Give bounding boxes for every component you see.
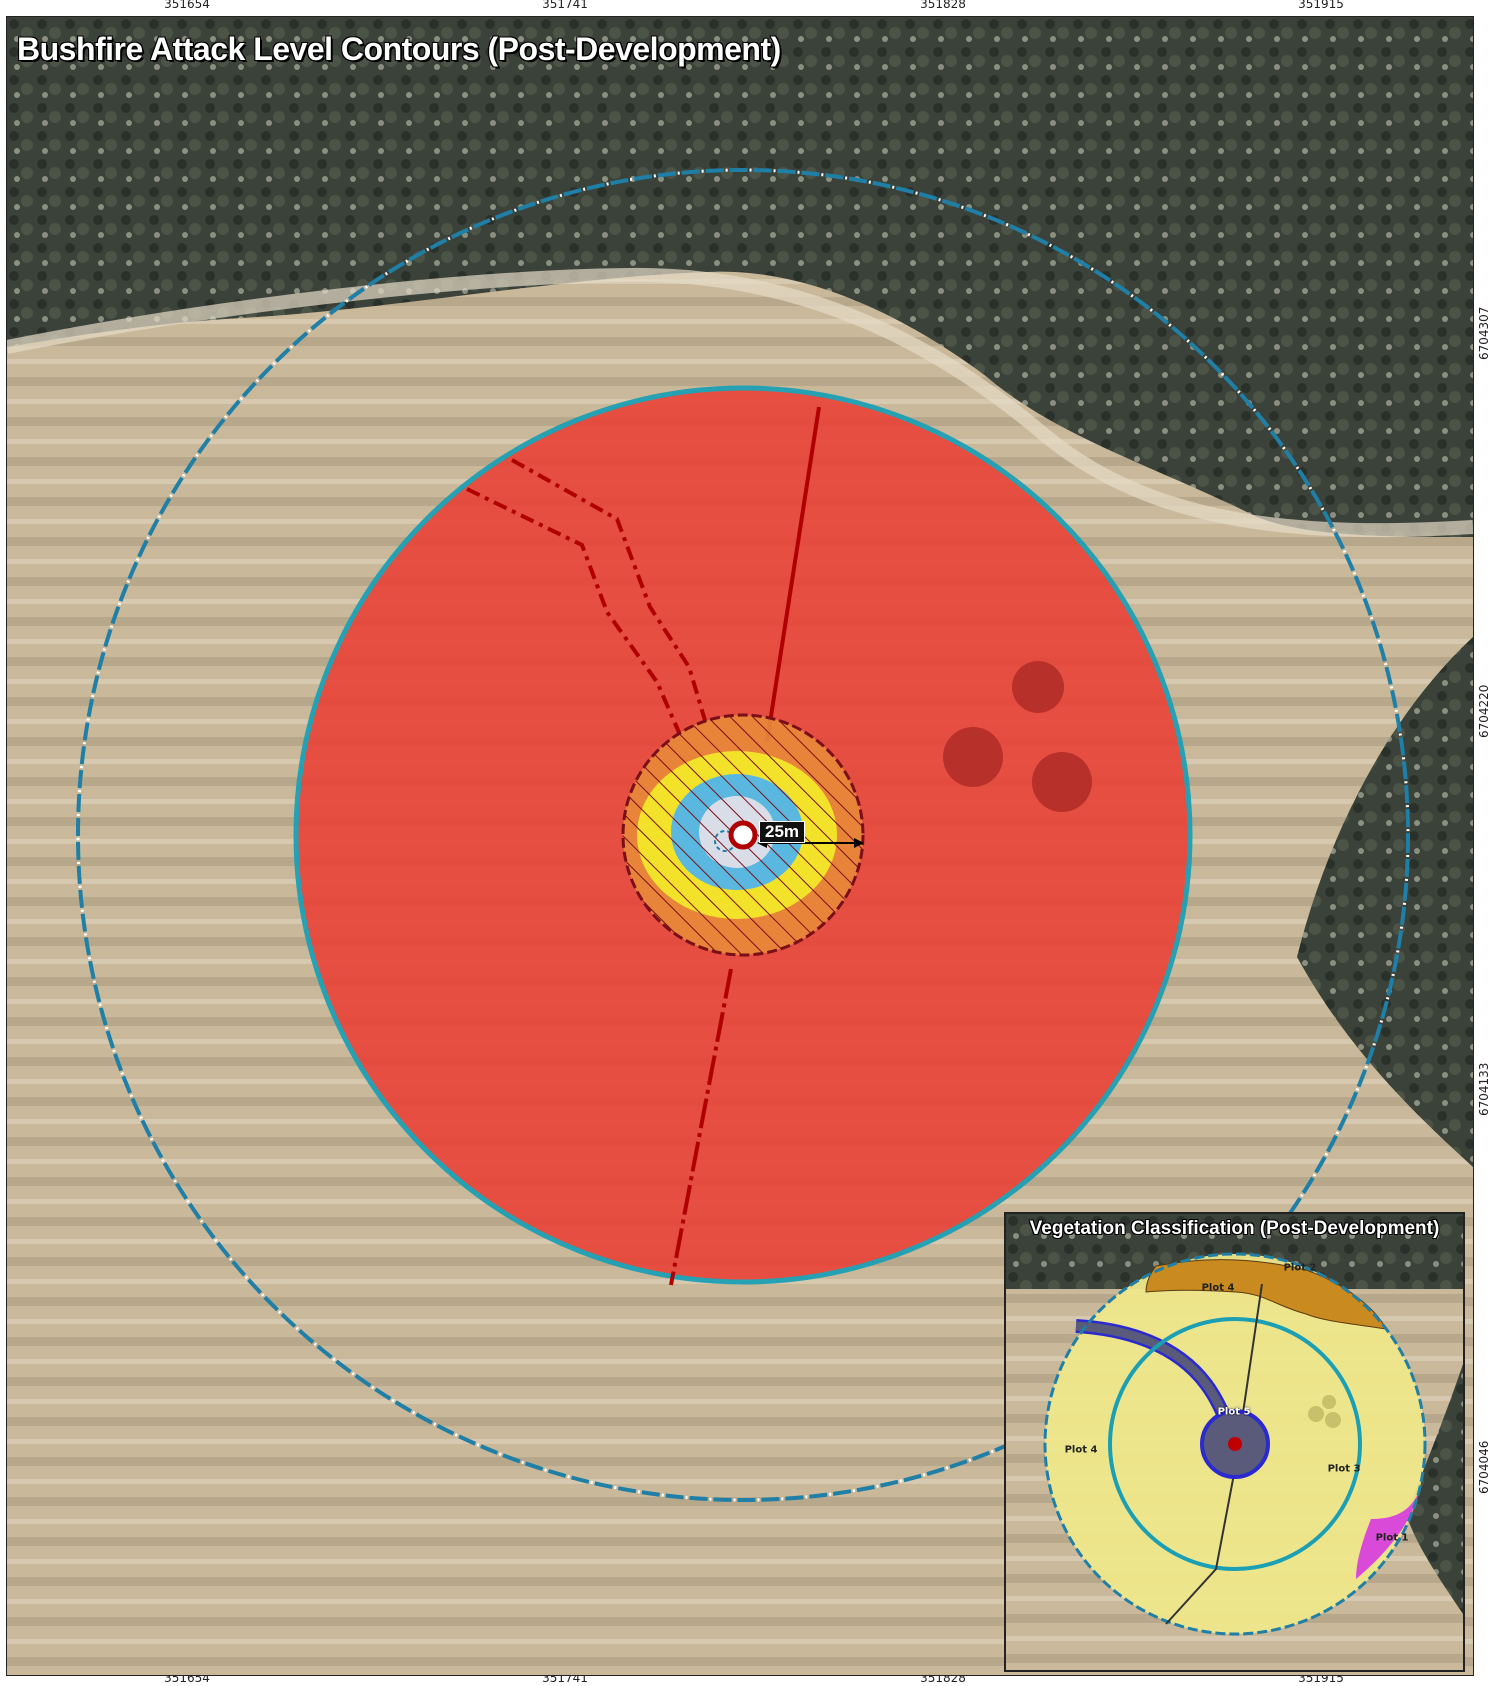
plot-label-2: Plot 2 [1283,1262,1317,1274]
inset-building-marker [1228,1437,1242,1451]
plot-label-4-north: Plot 4 [1201,1282,1235,1294]
vegetation-inset-map[interactable]: Vegetation Classification (Post-Developm… [1004,1212,1465,1672]
bushland-area [7,17,1473,1167]
easting-label-top-1: 351654 [164,0,210,11]
tree-clump [1032,752,1092,812]
road-line-north [765,406,821,743]
easting-label-top-3: 351828 [920,0,966,11]
building-marker-icon[interactable] [728,820,758,850]
easting-label-top-4: 351915 [1298,0,1344,11]
northing-label-4: 6704046 [1477,1440,1491,1494]
assessment-boundary-outer [76,168,1410,1502]
plot-label-5: Plot 5 [1217,1406,1251,1418]
scale-label: 25m [759,821,805,843]
northing-label-3: 6704133 [1477,1062,1491,1116]
inset-road-line [1165,1283,1263,1625]
inset-boundary-circle [1043,1252,1427,1636]
northing-label-2: 6704220 [1477,684,1491,738]
vegetation-plot-2 [1145,1259,1387,1330]
plot-label-1: Plot 1 [1375,1532,1409,1544]
vegetation-plot-1 [1356,1494,1418,1579]
plot-label-4-west: Plot 4 [1064,1444,1098,1456]
access-line-2 [466,487,683,738]
tree-clump [943,727,1003,787]
tree-clump [1012,661,1064,713]
road-line-south [669,968,733,1286]
aerial-map[interactable] [7,17,1473,1675]
inset-title: Vegetation Classification (Post-Developm… [1029,1218,1440,1240]
access-line-1 [511,458,709,728]
track [7,267,1473,538]
northing-label-1: 6704307 [1477,306,1491,360]
scale-arrow-head-right [854,838,864,848]
map-frame[interactable]: Bushfire Attack Level Contours (Post-Dev… [6,16,1474,1676]
inset-map-graphic [1006,1214,1463,1670]
easting-label-top-2: 351741 [542,0,588,11]
map-title: Bushfire Attack Level Contours (Post-Dev… [16,30,782,68]
plot-label-3: Plot 3 [1327,1463,1361,1475]
inset-assessment-circle [1108,1317,1362,1571]
